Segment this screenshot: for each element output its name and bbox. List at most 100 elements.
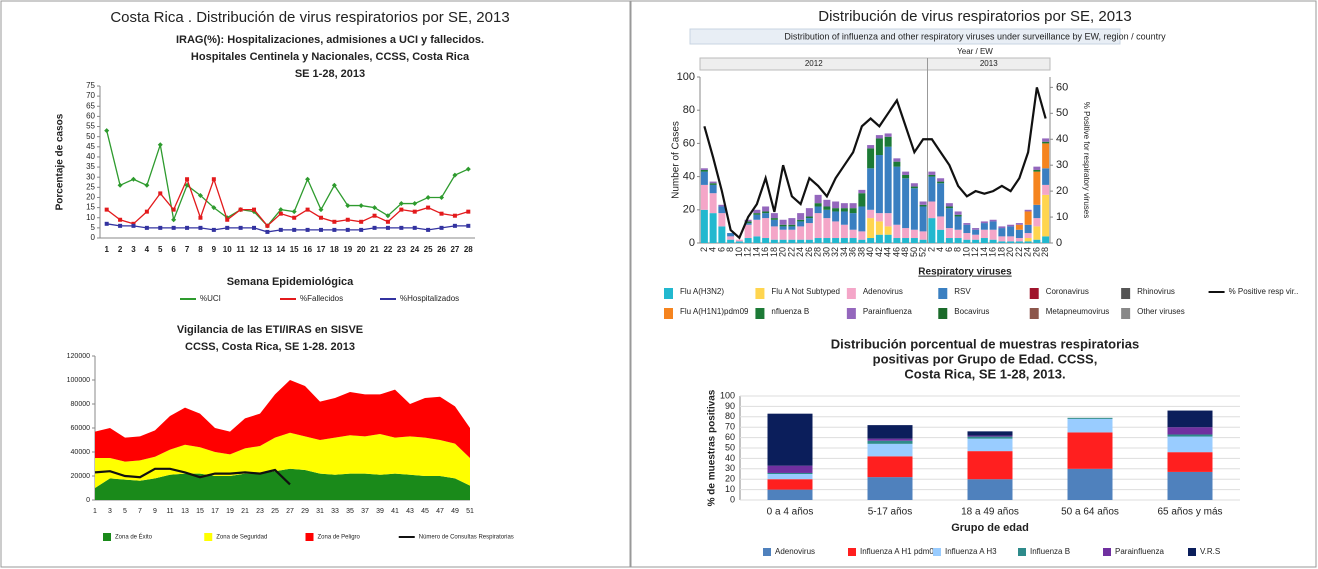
y-tick-label: 80 <box>725 411 735 421</box>
marker <box>318 215 323 220</box>
x-axis-title: Grupo de edad <box>951 522 1029 534</box>
marker <box>358 203 364 209</box>
x-axis-title: Semana Epidemiológica <box>227 276 354 288</box>
legend-label: Flu A(H3N2) <box>680 287 724 296</box>
marker <box>157 142 163 148</box>
x-tick-label: 6 <box>716 247 726 252</box>
bar-segment <box>954 229 962 239</box>
bar-segment <box>788 226 796 230</box>
bar-segment <box>753 209 761 214</box>
legend-swatch <box>1018 548 1026 556</box>
x-tick-label: 7 <box>185 245 190 254</box>
bar-segment <box>1007 224 1015 227</box>
bar-segment <box>805 218 813 224</box>
x-tick-label: 10 <box>961 247 971 257</box>
bar-segment <box>902 178 910 229</box>
marker <box>425 194 431 200</box>
marker <box>466 209 471 214</box>
x-tick-label: 30 <box>821 247 831 257</box>
x-tick-label: 2 <box>699 247 709 252</box>
x-tick-label: 10 <box>223 245 232 254</box>
bar-segment <box>788 229 796 240</box>
y2-tick-label: 0 <box>1056 237 1062 249</box>
legend-label: Zona de Seguridad <box>216 535 267 541</box>
marker <box>171 207 176 212</box>
bar-segment <box>805 239 813 243</box>
bar-segment <box>945 203 953 207</box>
bar-segment <box>875 221 883 235</box>
bar-segment <box>762 238 770 243</box>
bar-segment <box>762 218 770 239</box>
bar-segment <box>814 206 822 214</box>
x-tick-label: 31 <box>316 508 324 515</box>
bar-segment <box>998 236 1006 242</box>
legend-label: Adenovirus <box>863 287 903 296</box>
legend-label: Adenovirus <box>775 547 815 556</box>
bar-segment <box>797 219 805 222</box>
x-tick-label: 40 <box>865 247 875 257</box>
x-tick-label: 27 <box>450 245 459 254</box>
x-tick-label: 46 <box>891 247 901 257</box>
marker <box>439 194 445 200</box>
bar-segment <box>762 213 770 219</box>
x-tick-label: 49 <box>451 508 459 515</box>
bar-segment <box>945 208 953 229</box>
bar-segment <box>858 189 866 194</box>
legend-label: Zona de Éxito <box>115 534 153 541</box>
legend-swatch <box>755 288 765 299</box>
marker <box>118 223 123 228</box>
x-tick-label: 6 <box>171 245 176 254</box>
x-tick-label: 6 <box>944 247 954 252</box>
legend-swatch <box>846 308 856 319</box>
bar-segment <box>1042 184 1050 195</box>
legend-label: Zona de Peligro <box>318 535 361 541</box>
x-tick-label: 9 <box>153 508 157 515</box>
chart-title: Costa Rica, SE 1-28, 2013. <box>904 366 1065 381</box>
legend-swatch <box>938 288 948 299</box>
bar-segment <box>767 489 813 500</box>
marker <box>171 217 177 223</box>
legend-label: %Hospitalizados <box>400 294 459 303</box>
bar-segment <box>963 233 971 240</box>
x-tick-label: 16 <box>760 247 770 257</box>
marker <box>238 225 243 230</box>
bar-segment <box>1067 468 1113 500</box>
area <box>95 468 470 500</box>
y-tick-label: 30 <box>86 172 95 181</box>
y-tick-label: 20000 <box>71 473 91 480</box>
y-axis-title: % de muestras positivas <box>707 389 718 506</box>
bar-segment <box>998 226 1006 229</box>
bar-segment <box>1007 241 1015 243</box>
legend-label: Influenza B <box>1030 547 1070 556</box>
x-tick-label: 33 <box>331 508 339 515</box>
marker <box>412 209 417 214</box>
bar-segment <box>770 239 778 243</box>
bar-segment <box>823 199 831 207</box>
bar-segment <box>744 221 752 224</box>
legend-swatch <box>305 533 314 541</box>
bar-segment <box>919 231 927 240</box>
bar-segment <box>893 224 901 239</box>
bar-segment <box>709 193 717 214</box>
bar-segment <box>928 174 936 177</box>
chart-title: SE 1-28, 2013 <box>295 68 365 80</box>
bar-segment <box>770 218 778 220</box>
bar-segment <box>805 223 813 240</box>
bar-segment <box>840 211 848 225</box>
marker <box>332 219 337 224</box>
line <box>106 223 469 233</box>
x-tick-label: 18 <box>330 245 339 254</box>
bar-segment <box>832 211 840 222</box>
bar-segment <box>805 216 813 219</box>
marker <box>372 225 377 230</box>
bar-segment <box>980 229 988 239</box>
x-tick-label: 65 años y más <box>1157 507 1222 518</box>
x-tick-label: 28 <box>813 247 823 257</box>
bar-segment <box>1067 417 1113 419</box>
bar-segment <box>1042 143 1050 169</box>
bar-segment <box>832 238 840 243</box>
bar-segment <box>1015 224 1023 230</box>
y-tick-label: 80 <box>683 104 695 116</box>
bar-segment <box>875 213 883 222</box>
